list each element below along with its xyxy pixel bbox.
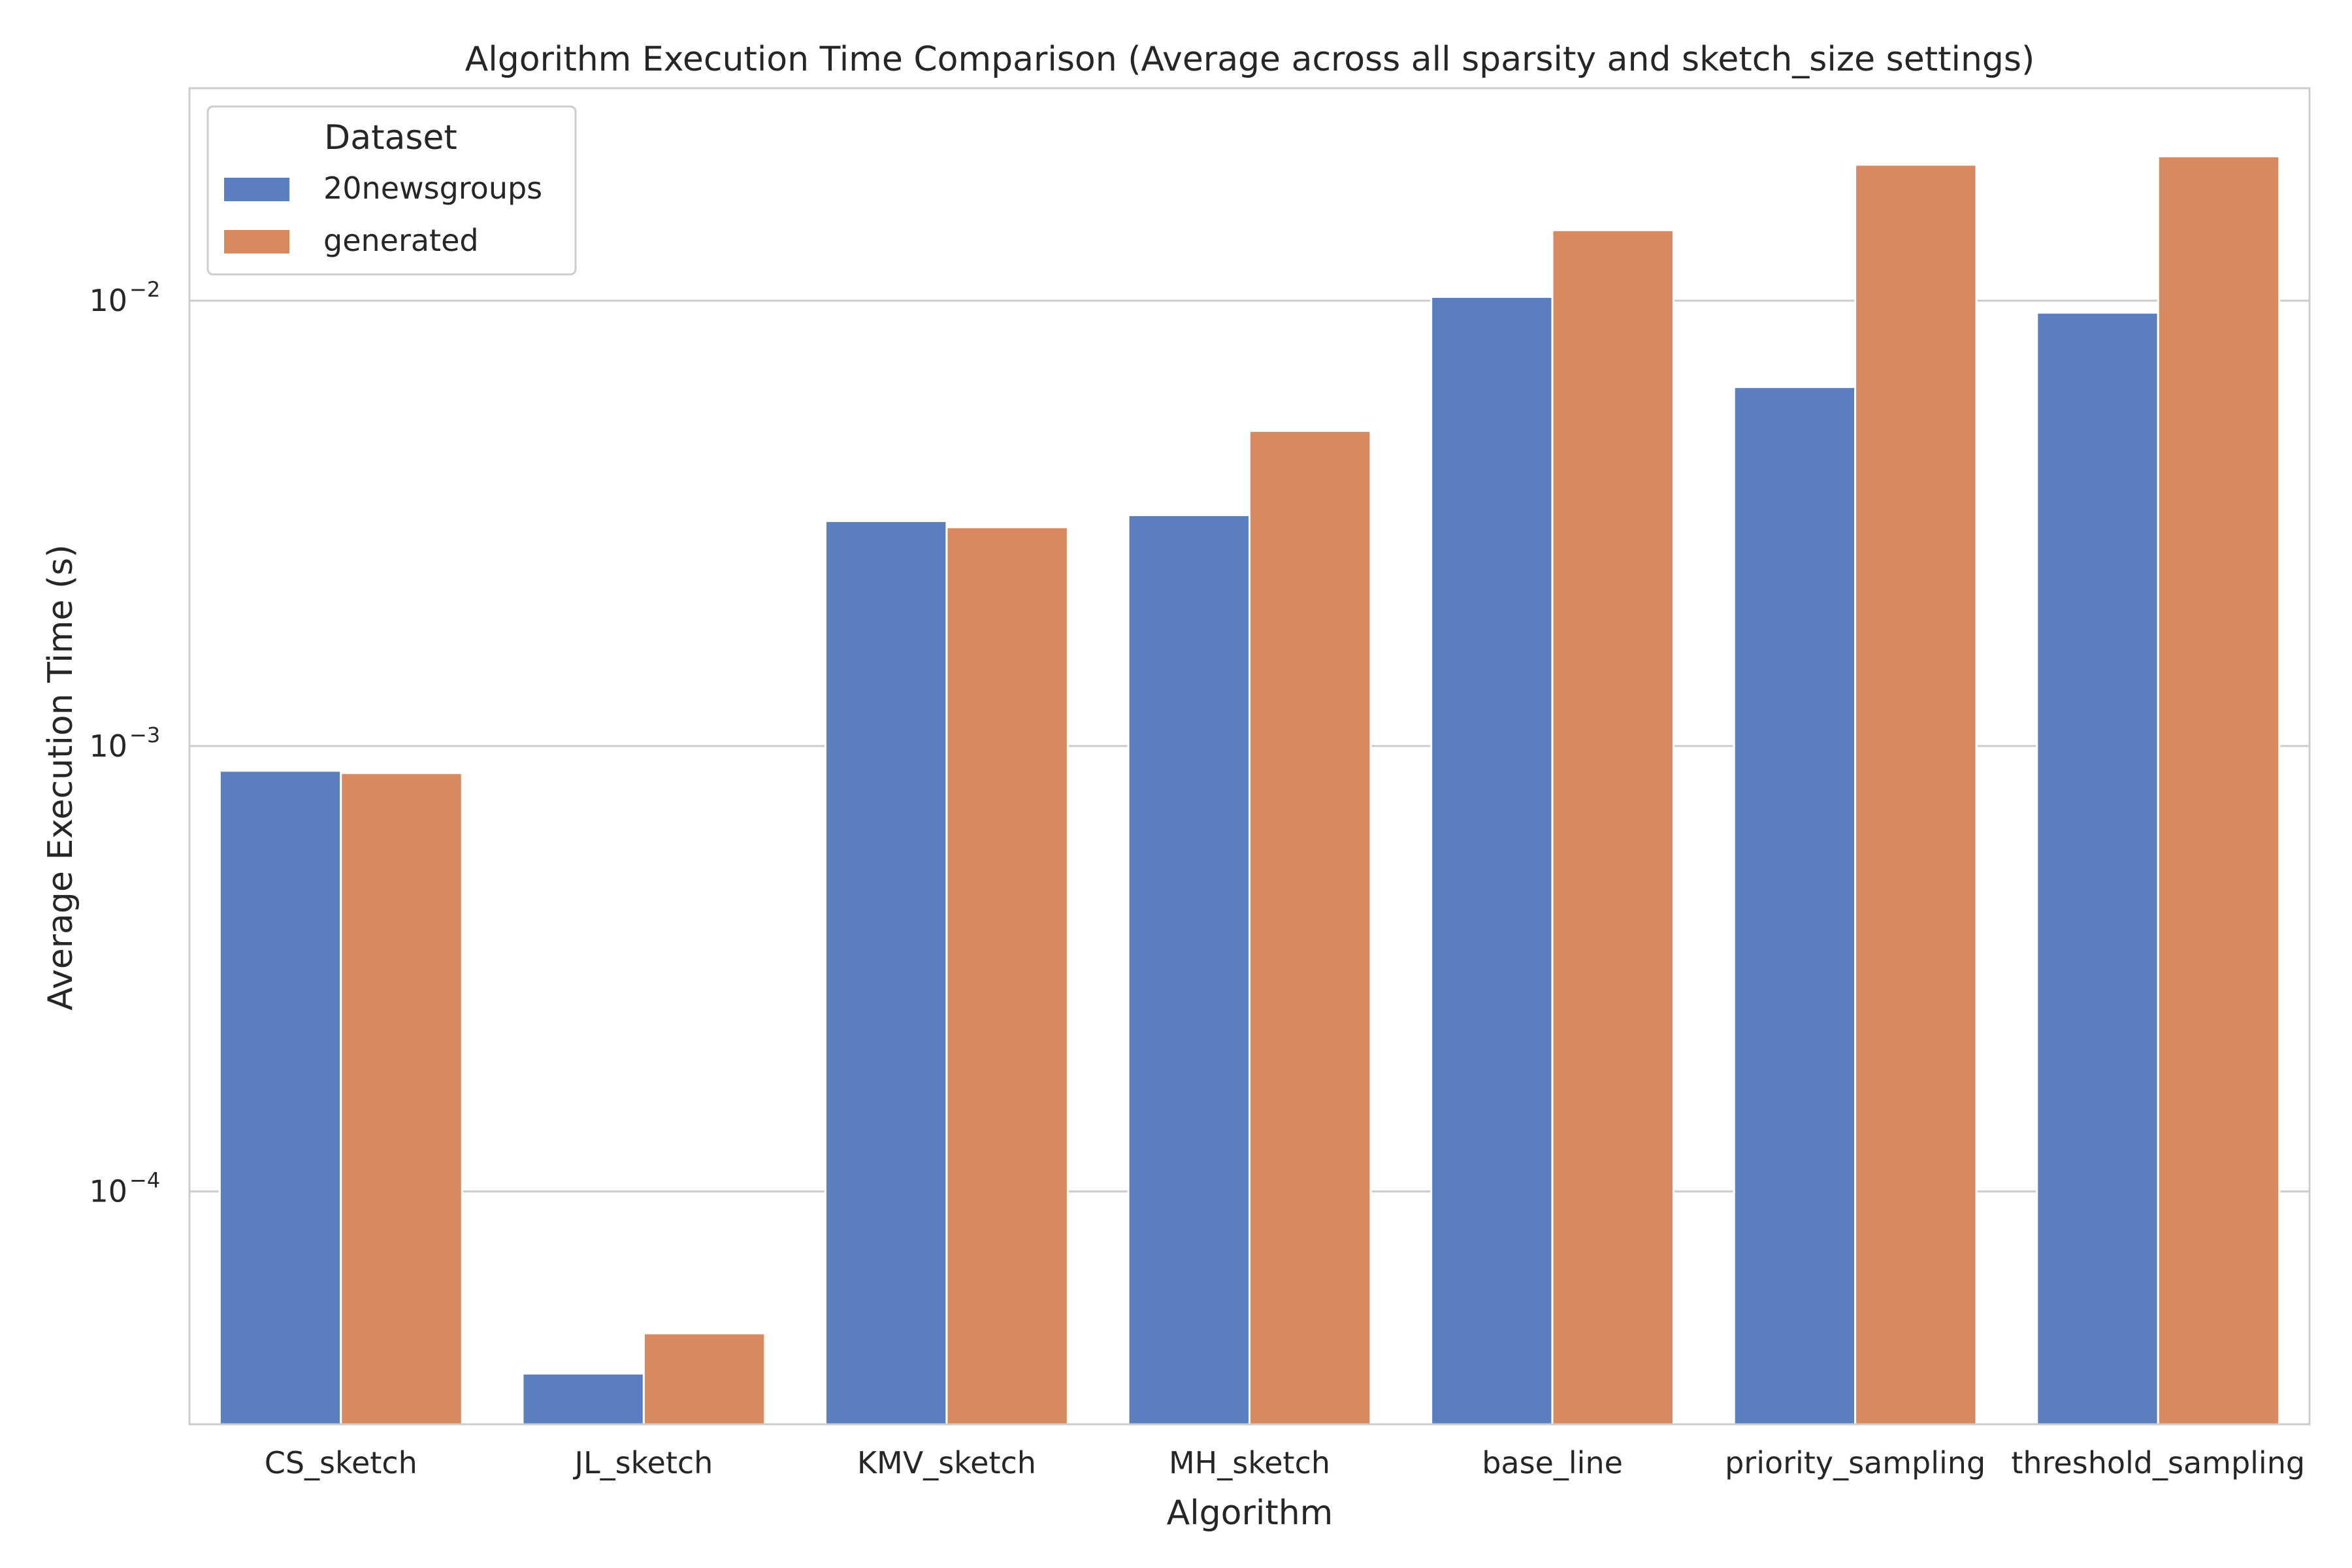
- bar-20newsgroups-priority-sampling: [1733, 385, 1857, 1426]
- x-tick-label: JL_sketch: [572, 1445, 713, 1480]
- legend-title: Dataset: [324, 118, 457, 157]
- bar-20newsgroups-jl-sketch: [521, 1372, 645, 1426]
- legend-label: 20newsgroups: [323, 171, 542, 206]
- x-axis-label: Algorithm: [1167, 1494, 1333, 1533]
- y-axis-label: Average Execution Time (s): [41, 544, 80, 1010]
- y-tick-base: 10: [89, 283, 127, 318]
- legend-swatch: [224, 230, 289, 253]
- y-tick-exponent: −2: [129, 277, 160, 302]
- bar-generated-base-line: [1551, 229, 1675, 1426]
- bar-20newsgroups-cs-sketch: [218, 770, 342, 1426]
- bars: [218, 155, 2281, 1426]
- x-tick-label: CS_sketch: [265, 1445, 417, 1480]
- legend-item: generated: [224, 223, 479, 258]
- x-tick-label: threshold_sampling: [2011, 1445, 2305, 1480]
- plot-frame: [188, 87, 2311, 1426]
- x-tick-label: priority_sampling: [1725, 1445, 1985, 1480]
- bar-generated-kmv-sketch: [945, 526, 1069, 1426]
- y-tick-label: 10 −3: [89, 723, 160, 764]
- y-tick-base: 10: [89, 1174, 127, 1209]
- y-tick-label: 10 −4: [89, 1168, 160, 1209]
- bar-generated-priority-sampling: [1854, 163, 1978, 1426]
- legend-swatch: [224, 178, 289, 201]
- bar-generated-threshold-sampling: [2157, 155, 2281, 1426]
- bar-20newsgroups-threshold-sampling: [2036, 312, 2159, 1426]
- bar-generated-jl-sketch: [642, 1332, 766, 1426]
- y-tick-exponent: −3: [129, 723, 160, 747]
- legend-box: [206, 105, 577, 276]
- legend-label: generated: [323, 223, 479, 258]
- y-axis-ticks: 10−410−310−2: [89, 277, 160, 1209]
- x-axis-ticks: CS_sketch JL_sketch KMV_sketch MH_sketch bas…: [265, 1445, 2305, 1480]
- chart-title: Algorithm Execution Time Comparison (Ave…: [465, 40, 2035, 79]
- bar-20newsgroups-kmv-sketch: [825, 520, 948, 1426]
- y-tick-exponent: −4: [129, 1168, 160, 1193]
- bar-generated-cs-sketch: [340, 772, 463, 1426]
- legend-items: 20newsgroups generated: [224, 171, 542, 258]
- bar-20newsgroups-mh-sketch: [1127, 514, 1250, 1426]
- bar-generated-mh-sketch: [1249, 430, 1372, 1426]
- x-tick-label: MH_sketch: [1169, 1445, 1330, 1480]
- y-tick-label: 10 −2: [89, 277, 160, 318]
- legend-item: 20newsgroups: [224, 171, 542, 206]
- y-tick-base: 10: [89, 728, 127, 764]
- bar-20newsgroups-base-line: [1430, 295, 1554, 1426]
- x-tick-label: KMV_sketch: [857, 1445, 1036, 1480]
- x-tick-label: base_line: [1482, 1445, 1623, 1480]
- legend: Dataset 20newsgroups generated: [206, 105, 577, 276]
